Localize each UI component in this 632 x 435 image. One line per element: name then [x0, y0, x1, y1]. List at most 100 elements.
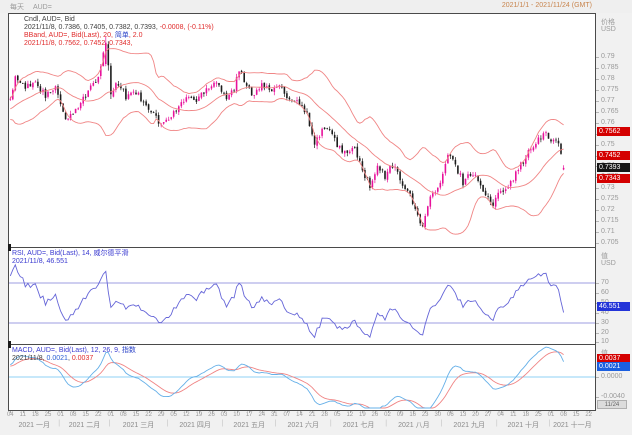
x-axis-month-label: 2021 七月 — [342, 422, 375, 429]
x-axis-tick-mark — [425, 411, 427, 413]
x-axis-day-label: 21 — [308, 412, 316, 418]
x-axis-tick-mark — [148, 411, 150, 413]
axis-tick-label: 70 — [601, 279, 609, 286]
interval-select[interactable]: 每天 — [10, 4, 24, 11]
axis-tick-label: 0.77 — [601, 96, 615, 104]
x-axis-tick-mark — [48, 411, 49, 413]
x-axis-tick-mark — [73, 411, 75, 413]
x-axis-day-label: 15 — [82, 412, 90, 418]
axis-tick-mark — [596, 57, 599, 58]
bband-middle-badge: 0.7452 — [597, 150, 630, 160]
axis-tick-mark — [596, 89, 599, 91]
panel-divider[interactable] — [8, 344, 596, 345]
instrument-bar: 每天 AUD= — [10, 2, 59, 12]
x-axis-day-label: 27 — [484, 412, 492, 418]
axis-tick-label: 60 — [601, 289, 609, 296]
x-axis-day-label: 28 — [321, 412, 328, 418]
macd-signal-badge: 0.0037 — [597, 354, 630, 363]
x-axis-day-label: 20 — [472, 412, 479, 418]
x-axis-tick-mark — [274, 411, 276, 413]
x-axis-month-label: 2021 四月 — [179, 422, 211, 429]
value-axis[interactable]: 价格 USD 值 USD 值 USD 0.790.7850.780.7750.7… — [596, 0, 632, 435]
month-separator: | — [108, 420, 111, 427]
x-axis-tick-mark — [198, 411, 200, 413]
rsi-chart-canvas[interactable] — [9, 248, 595, 344]
x-axis-day-label: 18 — [32, 412, 39, 418]
x-axis-tick-mark — [60, 411, 62, 413]
x-axis-tick-mark — [286, 411, 288, 413]
x-axis-tick-mark — [136, 411, 137, 413]
axis-tick-label: 0.765 — [601, 107, 619, 115]
axis-tick-mark — [596, 283, 599, 284]
bband-upper-badge: 0.7562 — [597, 126, 630, 136]
x-axis-day-label: 06 — [447, 412, 454, 418]
x-axis-tick-mark — [551, 411, 552, 413]
panel-resize-handle[interactable] — [8, 341, 11, 348]
axis-tick-mark — [596, 199, 599, 201]
x-axis-day-label: 13 — [459, 412, 467, 418]
x-axis-day-label: 31 — [270, 412, 278, 418]
date-range-label[interactable]: 2021/1/1 - 2021/11/24 (GMT) — [501, 2, 592, 9]
x-axis-tick-mark — [475, 411, 477, 413]
macd-chart-canvas[interactable] — [9, 345, 595, 410]
panel-divider[interactable] — [8, 247, 596, 248]
instrument-input[interactable]: AUD= — [32, 4, 52, 11]
axis-tick-mark — [596, 78, 599, 80]
x-axis-day-label: 08 — [69, 412, 77, 418]
axis-tick-label: -0.0040 — [601, 393, 625, 400]
x-axis-day-label: 10 — [233, 412, 240, 418]
axis-tick-mark — [596, 67, 599, 69]
axis-tick-mark — [596, 342, 599, 343]
x-axis-tick-mark — [261, 411, 263, 413]
x-axis-tick-mark — [588, 411, 590, 413]
frame-top-border — [8, 13, 596, 14]
axis-tick-mark — [596, 333, 599, 334]
x-axis-day-label: 26 — [371, 412, 379, 418]
month-separator: | — [58, 420, 61, 427]
x-axis-tick-mark — [374, 411, 376, 413]
x-axis-day-label: 14 — [296, 412, 303, 418]
month-separator: | — [548, 420, 551, 427]
axis-tick-mark — [596, 397, 599, 398]
x-axis-tick-mark — [173, 411, 175, 413]
axis-tick-label: 0.0000 — [601, 373, 623, 380]
month-separator: | — [166, 420, 169, 427]
x-axis-tick-mark — [362, 411, 364, 413]
axis-tick-mark — [596, 188, 599, 190]
x-axis-tick-mark — [249, 411, 251, 413]
month-separator: | — [440, 420, 443, 427]
x-axis-day-label: 05 — [170, 412, 178, 418]
panel-resize-handle[interactable] — [8, 244, 11, 251]
axis-tick-label: 0.75 — [601, 140, 615, 148]
x-axis-day-label: 09 — [396, 412, 404, 418]
axis-tick-mark — [596, 221, 599, 223]
x-axis-day-label: 29 — [157, 412, 165, 418]
x-axis-day-label: 18 — [522, 412, 530, 418]
x-axis-month-label: 2021 五月 — [233, 422, 265, 429]
frame-left-border — [8, 13, 9, 411]
axis-tick-mark — [596, 111, 599, 113]
x-axis-day-label: 08 — [120, 412, 127, 418]
month-separator: | — [329, 420, 332, 427]
axis-tick-label: 0.76 — [601, 118, 615, 126]
x-axis-month-label: 2021 十一月 — [553, 422, 592, 429]
x-axis-tick-mark — [387, 411, 389, 413]
x-axis-day-label: 03 — [220, 412, 228, 418]
frame-right-border — [595, 13, 596, 411]
x-axis-day-label: 02 — [384, 412, 391, 418]
axis-tick-mark — [596, 323, 599, 324]
axis-tick-mark — [596, 377, 599, 378]
price-chart-canvas[interactable] — [9, 14, 595, 247]
x-axis-tick-mark — [400, 411, 402, 413]
bband-lower-badge: 0.7343 — [597, 174, 630, 184]
x-axis-day-label: 15 — [572, 412, 580, 418]
x-axis-month-label: 2021 二月 — [68, 422, 101, 429]
x-axis-tick-mark — [110, 411, 112, 413]
axis-tick-label: 0.71 — [601, 228, 615, 235]
x-axis-tick-mark — [513, 411, 515, 413]
axis-tick-label: 0.78 — [601, 74, 615, 82]
x-axis-day-label: 19 — [195, 412, 203, 418]
axis-tick-mark — [596, 293, 599, 294]
last-price-badge: 0.7393 — [597, 163, 630, 173]
x-axis-tick-mark — [525, 411, 527, 413]
